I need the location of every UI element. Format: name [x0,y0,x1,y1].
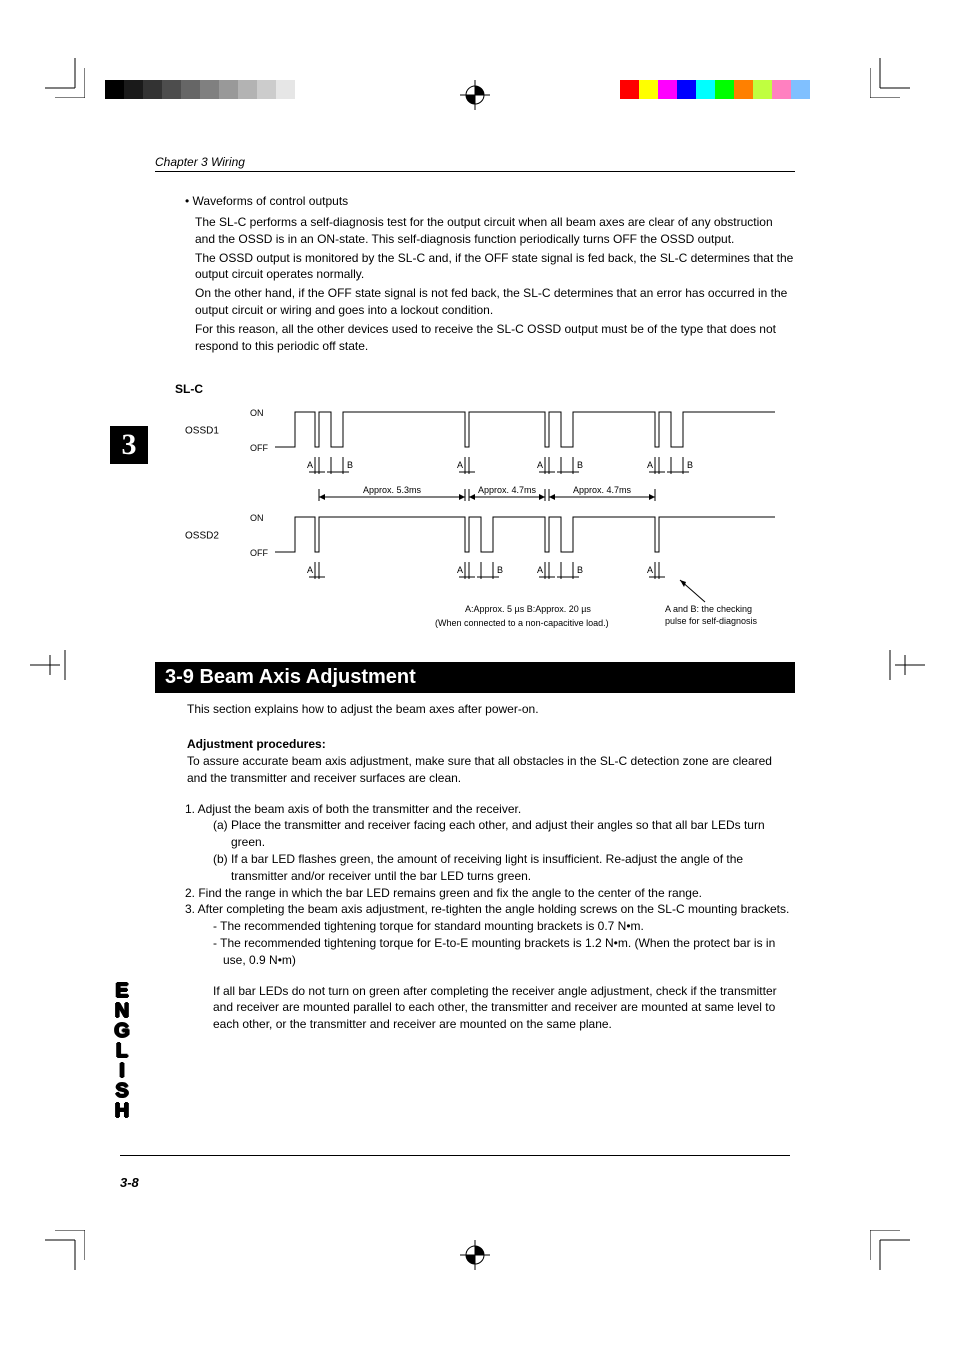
svg-text:B: B [347,460,353,470]
proc-3: 3. After completing the beam axis adjust… [185,901,795,918]
crop-mark-tr [870,58,910,98]
svg-text:A: A [307,565,313,575]
bullet-waveforms: Waveforms of control outputs [185,194,795,208]
svg-text:ON: ON [250,513,264,523]
svg-text:(When connected to a non-capac: (When connected to a non-capacitive load… [435,618,609,628]
svg-text:Approx. 4.7ms: Approx. 4.7ms [573,485,632,495]
footer-rule [120,1155,790,1156]
crop-mark-left [30,650,70,680]
svg-text:B: B [577,460,583,470]
adjustment-intro: To assure accurate beam axis adjustment,… [187,753,795,787]
body-para-4: For this reason, all the other devices u… [195,321,795,355]
crop-mark-br [870,1230,910,1270]
svg-text:OSSD2: OSSD2 [185,531,219,542]
svg-text:A: A [457,565,463,575]
proc-4: If all bar LEDs do not turn on green aft… [213,983,795,1033]
timing-diagram: OSSD1 OSSD2 ON OFF ON OFF A B A A B A B A A B A B A Approx.… [175,402,795,642]
crop-mark-bl [45,1230,85,1270]
svg-text:Approx. 5.3ms: Approx. 5.3ms [363,485,422,495]
svg-text:A: A [307,460,313,470]
svg-text:A: A [537,565,543,575]
crop-mark-tl [45,58,85,98]
body-para-2: The OSSD output is monitored by the SL-C… [195,250,795,284]
svg-text:A: A [537,460,543,470]
section-intro: This section explains how to adjust the … [187,701,795,718]
svg-text:A:Approx. 5 µs B:Approx. 20: A:Approx. 5 µs B:Approx. 20 µs [465,604,591,614]
registration-mark-bottom [460,1240,490,1270]
page-number: 3-8 [120,1175,139,1190]
chapter-header: Chapter 3 Wiring [155,155,795,172]
language-tab: ENGLISH [110,980,133,1120]
proc-1: 1. Adjust the beam axis of both the tran… [185,801,795,818]
svg-text:B: B [687,460,693,470]
proc-3b: - The recommended tightening torque for … [213,935,795,969]
proc-3a: - The recommended tightening torque for … [213,918,795,935]
svg-text:OSSD1: OSSD1 [185,426,219,437]
svg-text:OFF: OFF [250,443,268,453]
proc-2: 2. Find the range in which the bar LED r… [185,885,795,902]
proc-1a: (a) Place the transmitter and receiver f… [213,817,795,851]
body-para-1: The SL-C performs a self-diagnosis test … [195,214,795,248]
svg-text:A: A [647,460,653,470]
svg-text:A: A [647,565,653,575]
crop-mark-right [885,650,925,680]
svg-text:ON: ON [250,408,264,418]
adjustment-label: Adjustment procedures: [187,736,795,753]
svg-text:pulse for self-diagnosis: pulse for self-diagnosis [665,616,758,626]
grayscale-calibration-bar [105,80,295,99]
proc-1b: (b) If a bar LED flashes green, the amou… [213,851,795,885]
slc-label: SL-C [175,382,795,396]
svg-text:A and B: the checking: A and B: the checking [665,604,752,614]
svg-text:A: A [457,460,463,470]
svg-text:B: B [497,565,503,575]
svg-text:Approx. 4.7ms: Approx. 4.7ms [478,485,537,495]
chapter-number-tab: 3 [110,426,148,464]
svg-text:OFF: OFF [250,548,268,558]
section-header: 3-9 Beam Axis Adjustment [155,662,795,693]
color-calibration-bar [620,80,810,99]
body-para-3: On the other hand, if the OFF state sign… [195,285,795,319]
svg-text:B: B [577,565,583,575]
registration-mark-top [460,80,490,110]
